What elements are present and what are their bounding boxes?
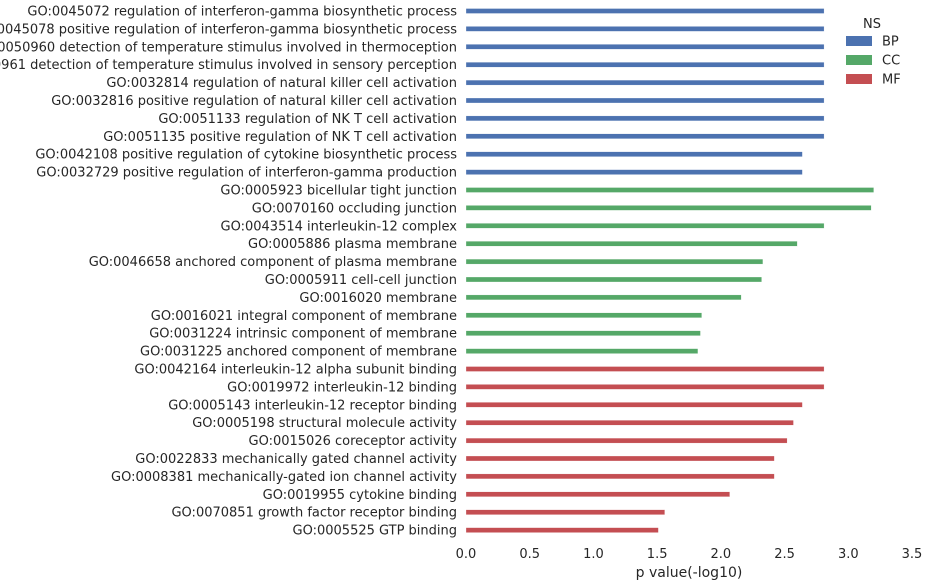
bar [465,8,825,14]
category-label: GO:0031224 intrinsic component of membra… [149,327,457,342]
bar [465,115,825,122]
category-label: GO:0008381 mechanically-gated ion channe… [111,470,457,485]
category-label: GO:0045078 positive regulation of interf… [0,22,457,37]
x-tick-label: 2.5 [774,547,795,562]
bar [465,294,742,301]
x-tick-label: 3.0 [838,547,859,562]
category-label: GO:0005143 interleukin-12 receptor bindi… [168,398,457,413]
bar [465,437,788,444]
category-label: GO:0022833 mechanically gated channel ac… [135,452,457,467]
bars [465,8,874,533]
bar [465,402,803,408]
category-label: GO:0005886 plasma membrane [248,237,457,252]
x-tick-label: 1.0 [583,547,604,562]
bar [465,366,825,372]
category-label: GO:0050960 detection of temperature stim… [0,40,457,55]
bar [465,420,794,426]
legend-swatch [846,74,872,84]
bar [465,348,699,354]
x-axis-ticks: 0.0 0.5 1.0 1.5 2.0 2.5 3.0 3.5 [456,547,923,562]
category-label: GO:0031225 anchored component of membran… [140,345,457,360]
category-label: GO:0045072 regulation of interferon-gamm… [27,5,457,20]
legend-label: BP [882,35,899,50]
bar [465,312,702,318]
bar [465,276,762,283]
x-tick-label: 0.5 [519,547,540,562]
legend-title: NS [863,17,881,32]
category-label: GO:0016021 integral component of membran… [151,309,457,324]
legend-swatch [846,55,872,65]
bar [465,473,775,480]
bar [465,133,825,139]
x-tick-label: 3.5 [902,547,923,562]
bar [465,151,803,157]
category-label: GO:0042108 positive regulation of cytoki… [35,148,457,163]
x-tick-label: 1.5 [647,547,668,562]
category-label: GO:0005198 structural molecule activity [192,416,457,431]
legend: NS BP CC MF [846,17,901,88]
legend-label: CC [882,54,900,69]
bar [465,62,825,68]
category-label: GO:0070851 growth factor receptor bindin… [171,506,457,521]
bar [465,26,825,32]
category-label: GO:0032814 regulation of natural killer … [106,76,457,91]
category-label: GO:0042164 interleukin-12 alpha subunit … [134,363,457,378]
bar [465,258,764,265]
bar [465,509,665,515]
legend-label: MF [882,73,901,88]
category-label: GO:0019955 cytokine binding [263,488,457,503]
bar [465,330,701,336]
category-label: GO:0046658 anchored component of plasma … [89,255,457,270]
bar [465,455,775,462]
bar [465,223,825,229]
category-label: GO:0043514 interleukin-12 complex [221,219,458,234]
bar [465,169,803,175]
x-tick-label: 0.0 [456,547,477,562]
category-label: GO:0032816 positive regulation of natura… [51,94,457,109]
category-label: GO:0050961 detection of temperature stim… [0,58,457,73]
bar [465,79,825,86]
x-tick-label: 2.0 [711,547,732,562]
category-label: GO:0051133 regulation of NK T cell activ… [158,112,457,127]
category-label: GO:0005911 cell-cell junction [265,273,457,288]
legend-swatch [846,36,872,46]
category-label: GO:0051135 positive regulation of NK T c… [103,130,457,145]
category-label: GO:0019972 interleukin-12 binding [227,380,457,395]
x-axis-label: p value(-log10) [636,565,743,581]
category-labels: GO:0045072 regulation of interferon-gamm… [0,5,457,539]
category-label: GO:0015026 coreceptor activity [249,434,458,449]
bar [465,205,872,211]
category-label: GO:0070160 occluding junction [252,201,457,216]
bar [465,44,825,50]
bar [465,97,825,104]
bar [465,491,730,497]
bar [465,241,798,247]
bar [465,384,825,390]
bar [465,527,659,533]
category-label: GO:0005923 bicellular tight junction [220,184,457,199]
bar [465,187,874,193]
category-label: GO:0016020 membrane [299,291,457,306]
category-label: GO:0032729 positive regulation of interf… [36,166,457,181]
category-label: GO:0005525 GTP binding [293,524,457,539]
